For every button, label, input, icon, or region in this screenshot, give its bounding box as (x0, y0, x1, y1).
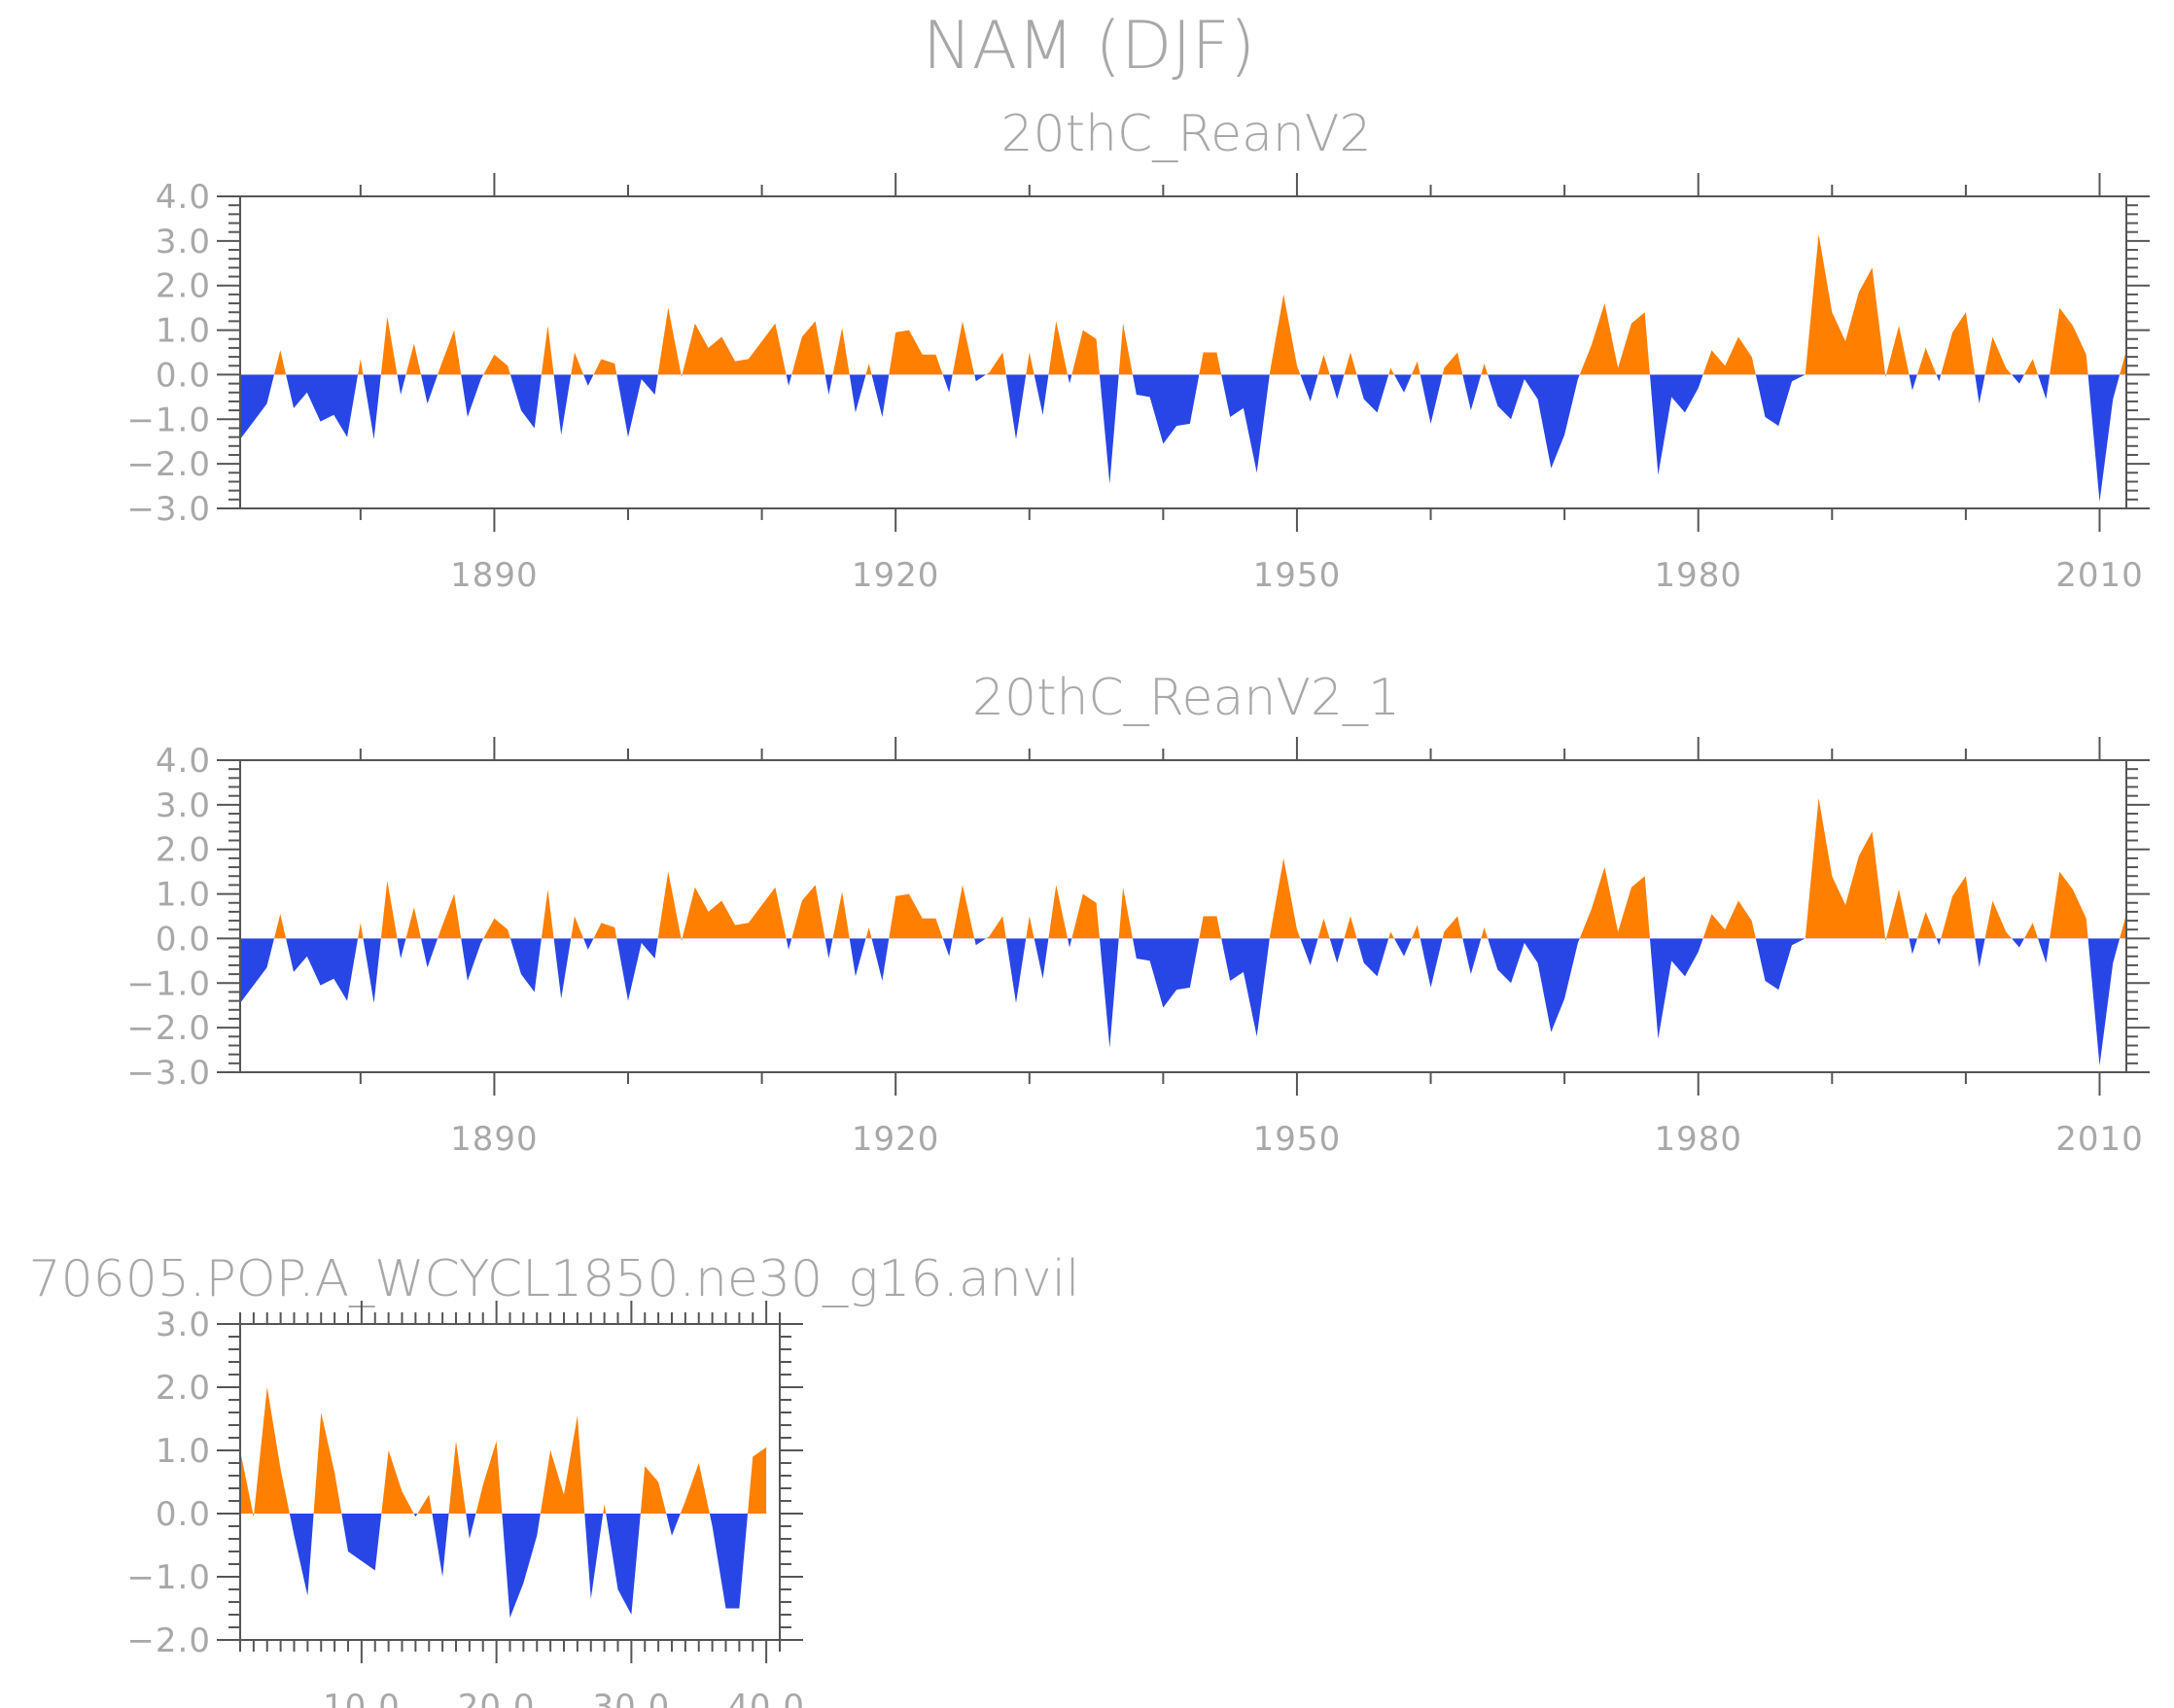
figure-title: NAM (DJF) (923, 8, 1255, 85)
y-tick-label: 1.0 (156, 876, 211, 915)
panel-70605-pop-a-wcycl1850: 70605.POP.A_WCYCL1850.ne30_g16.anvil −2.… (29, 1250, 1080, 1708)
negative-area (240, 938, 2126, 1066)
y-tick-label: 4.0 (156, 742, 211, 781)
y-tick-label: −1.0 (126, 1558, 211, 1597)
y-tick-label: −2.0 (126, 445, 211, 484)
x-tick-label: 20.0 (458, 1688, 536, 1708)
y-tick-label: −1.0 (126, 964, 211, 1003)
plot-frame (239, 759, 2127, 1073)
y-tick-label: 3.0 (156, 223, 211, 261)
y-tick-label: 2.0 (156, 1369, 211, 1408)
y-tick-label: −3.0 (126, 1054, 211, 1093)
x-tick-label: 1920 (852, 1120, 940, 1159)
x-tick-label: 1920 (852, 556, 940, 595)
x-tick-label: 1980 (1654, 556, 1742, 595)
y-tick-label: 3.0 (156, 1306, 211, 1344)
y-tick-label: 2.0 (156, 267, 211, 306)
y-tick-label: −2.0 (126, 1621, 211, 1660)
x-tick-label: 40.0 (727, 1688, 805, 1708)
positive-area (273, 233, 2126, 375)
x-tick-label: 2010 (2055, 556, 2144, 595)
panel-20thc-reanv2: 20thC_ReanV2 −3.0 −2.0 −1.0 0.0 1.0 2.0 3.0 4.0… (126, 105, 2150, 595)
y-tick-label: −2.0 (126, 1009, 211, 1048)
y-tick-label: 1.0 (156, 312, 211, 351)
x-tick-label: 2010 (2055, 1120, 2144, 1159)
panel-title: 70605.POP.A_WCYCL1850.ne30_g16.anvil (29, 1250, 1080, 1308)
positive-area (240, 1387, 767, 1514)
x-tick-label: 1980 (1654, 1120, 1742, 1159)
y-tick-label: 0.0 (156, 920, 211, 959)
x-tick-label: 1950 (1253, 556, 1342, 595)
x-tick-label: 1890 (450, 556, 539, 595)
y-tick-label: 0.0 (156, 356, 211, 395)
panel-title: 20thC_ReanV2_1 (972, 669, 1400, 727)
y-tick-label: 2.0 (156, 831, 211, 870)
panel-20thc-reanv2-1: 20thC_ReanV2_1 −3.0 −2.0 −1.0 0.0 1.0 2.0 3.0 4… (126, 669, 2150, 1159)
x-tick-label: 1890 (450, 1120, 539, 1159)
y-tick-label: −1.0 (126, 401, 211, 439)
plot-frame (239, 195, 2127, 509)
panel-title: 20thC_ReanV2 (1000, 105, 1371, 163)
y-tick-label: 1.0 (156, 1432, 211, 1471)
x-tick-label: 10.0 (323, 1688, 401, 1708)
x-tick-label: 30.0 (593, 1688, 671, 1708)
x-tick-label: 1950 (1253, 1120, 1342, 1159)
y-tick-label: 4.0 (156, 178, 211, 217)
negative-area (240, 1514, 767, 1619)
y-tick-label: 3.0 (156, 786, 211, 825)
negative-area (240, 374, 2126, 503)
positive-area (273, 797, 2126, 939)
y-tick-label: −3.0 (126, 490, 211, 529)
y-tick-label: 0.0 (156, 1495, 211, 1534)
